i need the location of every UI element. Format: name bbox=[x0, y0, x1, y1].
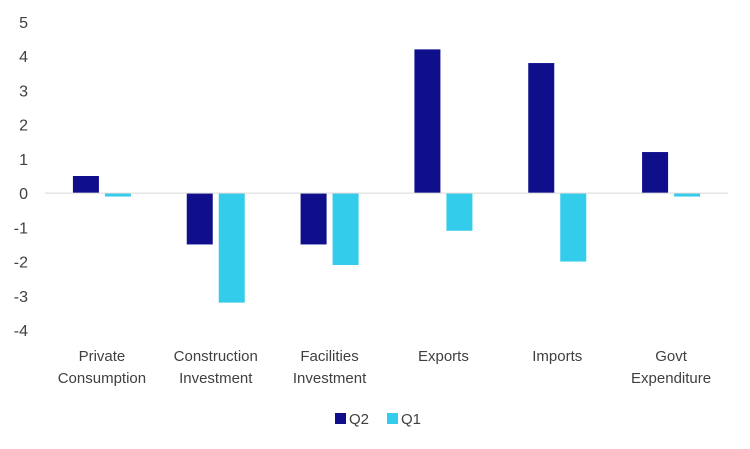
bar-q1-5 bbox=[674, 193, 701, 197]
y-tick-label: 5 bbox=[19, 15, 28, 32]
bar-q1-4 bbox=[560, 193, 587, 262]
category-label: Investment bbox=[179, 370, 253, 387]
category-label: Construction bbox=[174, 348, 258, 365]
y-tick-label: 1 bbox=[19, 152, 28, 169]
y-tick-label: 4 bbox=[19, 49, 28, 66]
bar-q2-0 bbox=[72, 176, 99, 194]
category-label: Exports bbox=[418, 348, 469, 365]
category-label: Private bbox=[79, 348, 126, 365]
y-axis: 5 4 3 2 1 0 -1 -2 -3 -4 bbox=[14, 15, 28, 340]
legend: Q2 Q1 bbox=[335, 411, 421, 428]
bar-q1-0 bbox=[104, 193, 131, 197]
bar-q1-1 bbox=[218, 193, 245, 303]
category-label: Consumption bbox=[58, 370, 146, 387]
category-label: Imports bbox=[532, 348, 582, 365]
y-tick-label: 2 bbox=[19, 118, 28, 135]
y-tick-label: -4 bbox=[14, 323, 28, 340]
category-label: Investment bbox=[293, 370, 367, 387]
x-axis: Private Consumption Construction Investment… bbox=[58, 348, 711, 387]
bar-q1-3 bbox=[446, 193, 473, 231]
category-label: Expenditure bbox=[631, 370, 711, 387]
plot-area bbox=[72, 49, 701, 303]
legend-swatch-q1 bbox=[387, 413, 398, 424]
bar-q2-2 bbox=[300, 193, 327, 245]
category-label: Facilities bbox=[300, 348, 358, 365]
category-label: Govt bbox=[655, 348, 688, 365]
y-tick-label: -2 bbox=[14, 255, 28, 272]
legend-label-q1: Q1 bbox=[401, 411, 421, 428]
y-tick-label: -1 bbox=[14, 220, 28, 237]
y-tick-label: 0 bbox=[19, 186, 28, 203]
y-tick-label: 3 bbox=[19, 83, 28, 100]
legend-label-q2: Q2 bbox=[349, 411, 369, 428]
bar-q1-2 bbox=[332, 193, 359, 265]
bar-q2-5 bbox=[642, 152, 669, 194]
bar-q2-4 bbox=[528, 63, 555, 194]
y-tick-label: -3 bbox=[14, 289, 28, 306]
legend-swatch-q2 bbox=[335, 413, 346, 424]
bar-q2-1 bbox=[186, 193, 213, 245]
bar-q2-3 bbox=[414, 49, 441, 194]
